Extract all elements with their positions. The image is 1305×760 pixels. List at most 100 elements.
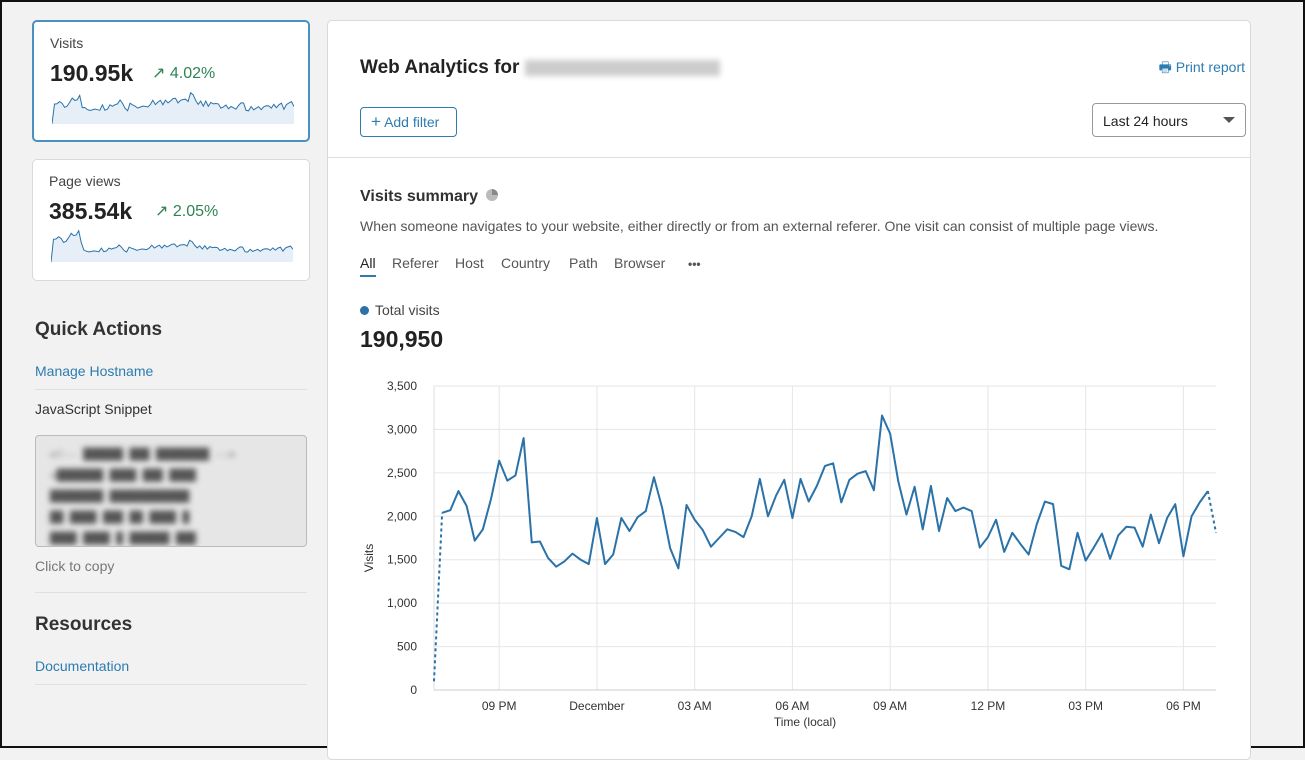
data-point[interactable] (1099, 531, 1105, 537)
data-point[interactable] (537, 538, 543, 544)
data-point[interactable] (643, 508, 649, 514)
data-point[interactable] (855, 471, 861, 477)
data-point[interactable] (1156, 540, 1162, 546)
tab-path[interactable]: Path (569, 255, 598, 271)
data-point[interactable] (439, 510, 445, 516)
data-point[interactable] (920, 526, 926, 532)
data-point[interactable] (806, 499, 812, 505)
data-point[interactable] (846, 477, 852, 483)
data-point[interactable] (871, 487, 877, 493)
data-point[interactable] (692, 517, 698, 523)
tab-country[interactable]: Country (501, 255, 551, 271)
data-point[interactable] (635, 514, 641, 520)
data-point[interactable] (480, 526, 486, 532)
data-point[interactable] (716, 535, 722, 541)
data-point[interactable] (1180, 553, 1186, 559)
data-point[interactable] (798, 476, 804, 482)
data-point[interactable] (594, 515, 600, 521)
data-point[interactable] (659, 505, 665, 511)
data-point[interactable] (879, 413, 885, 419)
data-point[interactable] (504, 478, 510, 484)
data-point[interactable] (667, 545, 673, 551)
data-point[interactable] (578, 557, 584, 563)
data-point[interactable] (1018, 541, 1024, 547)
javascript-snippet-box[interactable]: <!-- ██████ ███ ████████ --> <███████ ███… (35, 435, 307, 547)
data-point[interactable] (1164, 515, 1170, 521)
tab-browser[interactable]: Browser (614, 255, 666, 271)
tab-host[interactable]: Host (455, 255, 484, 271)
data-point[interactable] (455, 488, 461, 494)
data-point[interactable] (708, 544, 714, 550)
data-point[interactable] (618, 515, 624, 521)
print-report-button[interactable]: 🖶 Print report (1159, 57, 1245, 81)
data-point[interactable] (773, 492, 779, 498)
data-point[interactable] (724, 526, 730, 532)
data-point[interactable] (1115, 532, 1121, 538)
data-point[interactable] (447, 507, 453, 513)
data-point[interactable] (1189, 513, 1195, 519)
data-point[interactable] (472, 538, 478, 544)
data-point[interactable] (488, 496, 494, 502)
data-point[interactable] (952, 508, 958, 514)
documentation-link[interactable]: Documentation (35, 658, 130, 674)
tab-all[interactable]: All (360, 255, 376, 277)
data-point[interactable] (781, 477, 787, 483)
data-point[interactable] (1009, 530, 1015, 536)
data-point[interactable] (1107, 556, 1113, 562)
data-point[interactable] (765, 513, 771, 519)
data-point[interactable] (903, 512, 909, 518)
data-point[interactable] (431, 678, 437, 684)
data-point[interactable] (912, 484, 918, 490)
data-point[interactable] (789, 515, 795, 521)
add-filter-button[interactable]: + Add filter (360, 107, 457, 137)
data-point[interactable] (985, 534, 991, 540)
data-point[interactable] (553, 564, 559, 570)
tab-referer[interactable]: Referer (392, 255, 439, 271)
data-point[interactable] (569, 551, 575, 557)
data-point[interactable] (675, 565, 681, 571)
data-point[interactable] (464, 503, 470, 509)
pie-chart-icon[interactable] (486, 189, 499, 201)
data-point[interactable] (602, 561, 608, 567)
data-point[interactable] (1205, 488, 1211, 494)
data-point[interactable] (993, 517, 999, 523)
data-point[interactable] (928, 483, 934, 489)
data-point[interactable] (545, 555, 551, 561)
data-point[interactable] (1091, 545, 1097, 551)
data-point[interactable] (586, 561, 592, 567)
data-point[interactable] (1132, 525, 1138, 531)
data-point[interactable] (830, 460, 836, 466)
data-point[interactable] (1001, 549, 1007, 555)
data-point[interactable] (1026, 552, 1032, 558)
data-point[interactable] (977, 545, 983, 551)
data-point[interactable] (1148, 512, 1154, 518)
data-point[interactable] (529, 539, 535, 545)
data-point[interactable] (1123, 524, 1129, 530)
data-point[interactable] (741, 534, 747, 540)
data-point[interactable] (863, 468, 869, 474)
data-point[interactable] (732, 529, 738, 535)
data-point[interactable] (1058, 563, 1064, 569)
data-point[interactable] (1083, 558, 1089, 564)
data-point[interactable] (610, 552, 616, 558)
data-point[interactable] (936, 528, 942, 534)
pageviews-metric-card[interactable]: Page views 385.54k ↗ 2.05% (32, 159, 310, 281)
data-point[interactable] (1066, 566, 1072, 572)
data-point[interactable] (1034, 521, 1040, 527)
data-point[interactable] (1213, 530, 1219, 536)
manage-hostname-link[interactable]: Manage Hostname (35, 363, 154, 379)
data-point[interactable] (496, 458, 502, 464)
data-point[interactable] (627, 528, 633, 534)
data-point[interactable] (1075, 530, 1081, 536)
data-point[interactable] (512, 472, 518, 478)
time-range-select[interactable]: Last 24 hours (1092, 103, 1246, 137)
data-point[interactable] (895, 479, 901, 485)
data-point[interactable] (561, 558, 567, 564)
data-point[interactable] (684, 502, 690, 508)
data-point[interactable] (814, 483, 820, 489)
data-point[interactable] (1140, 544, 1146, 550)
data-point[interactable] (969, 508, 975, 514)
data-point[interactable] (757, 476, 763, 482)
data-point[interactable] (700, 527, 706, 533)
data-point[interactable] (651, 474, 657, 480)
